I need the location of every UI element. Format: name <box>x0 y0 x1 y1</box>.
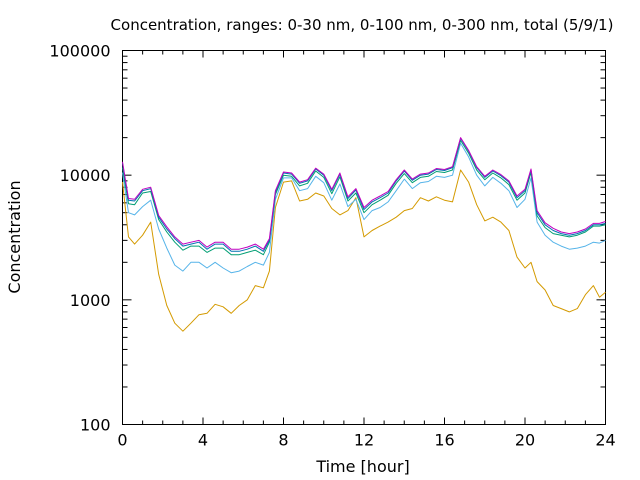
plot-frame <box>122 50 606 425</box>
y-tick-label: 100000 <box>49 42 110 61</box>
x-tick-label: 12 <box>354 431 374 450</box>
y-tick-label: 100 <box>80 416 111 435</box>
x-axis: 0 4 8 12 16 20 24 <box>117 50 616 450</box>
y-axis-label: Concentration <box>5 180 24 293</box>
series-group <box>122 137 606 332</box>
x-tick-label: 24 <box>595 431 615 450</box>
x-tick-label: 8 <box>278 431 288 450</box>
y-tick-label: 10000 <box>60 166 111 185</box>
x-tick-label: 16 <box>434 431 454 450</box>
x-tick-label: 4 <box>198 431 208 450</box>
series-line-3 <box>122 139 606 256</box>
series-line-5 <box>122 137 606 250</box>
y-tick-label: 1000 <box>70 291 111 310</box>
x-axis-label: Time [hour] <box>315 457 409 476</box>
series-line-2 <box>122 142 606 274</box>
chart-title: Concentration, ranges: 0-30 nm, 0-100 nm… <box>111 16 614 34</box>
x-tick-label: 20 <box>515 431 535 450</box>
series-line-1 <box>122 169 606 332</box>
y-axis: 100 1000 10000 100000 <box>49 42 606 435</box>
x-tick-label: 0 <box>117 431 127 450</box>
